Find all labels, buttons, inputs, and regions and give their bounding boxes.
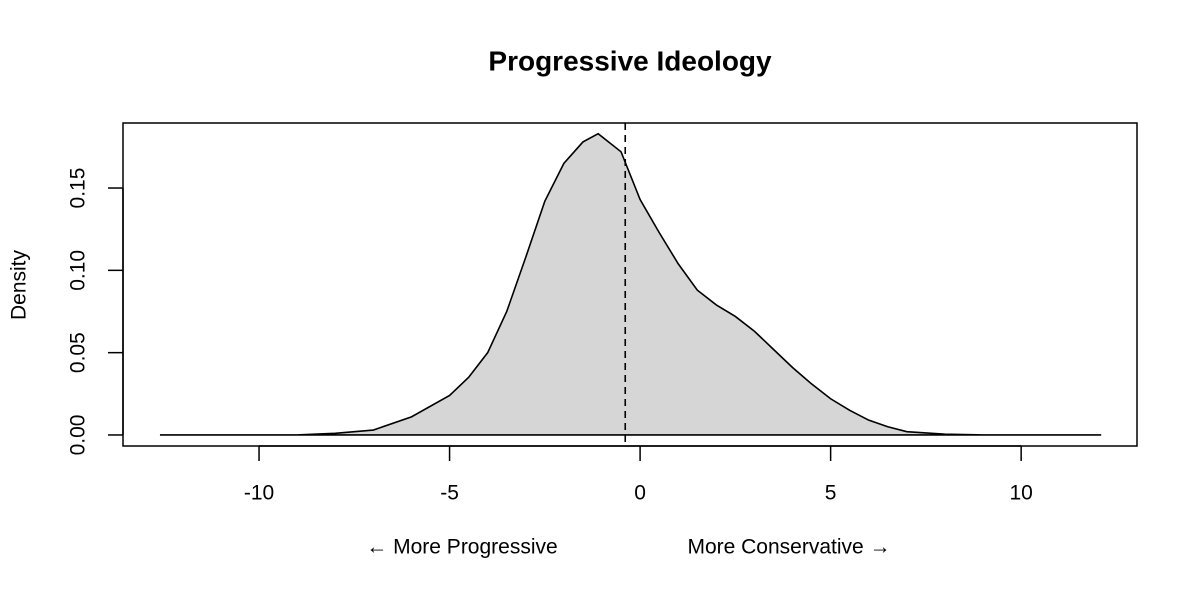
- y-tick-label: 0.15: [67, 168, 90, 209]
- x-tick-label: 5: [825, 482, 837, 505]
- x-tick-label: -5: [440, 482, 459, 505]
- y-tick-label: 0.10: [67, 250, 90, 291]
- y-tick-label: 0.00: [67, 415, 90, 456]
- y-tick-label: 0.05: [67, 332, 90, 373]
- chart-title: Progressive Ideology: [488, 45, 772, 76]
- x-tick-label: 0: [634, 482, 646, 505]
- x-annotation: ← More Progressive: [366, 536, 557, 559]
- x-tick-label: -10: [244, 482, 274, 505]
- x-annotation: More Conservative →: [687, 536, 890, 559]
- y-axis-label: Density: [8, 249, 31, 320]
- x-tick-label: 10: [1009, 482, 1032, 505]
- density-area: [159, 133, 1102, 435]
- density-line: [159, 132, 1102, 436]
